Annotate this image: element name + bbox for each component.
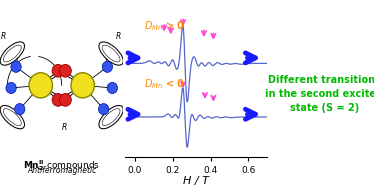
Text: $\bf{Mn^{II}_2}$ compounds: $\bf{Mn^{II}_2}$ compounds bbox=[23, 158, 100, 173]
Text: R: R bbox=[116, 32, 121, 41]
Circle shape bbox=[15, 104, 25, 115]
Text: Different transitions
in the second excited
state (S = 2): Different transitions in the second exci… bbox=[266, 74, 374, 113]
Text: R: R bbox=[62, 123, 67, 132]
Text: $D_{Mn}$ > 0: $D_{Mn}$ > 0 bbox=[144, 19, 186, 33]
X-axis label: H / T: H / T bbox=[183, 176, 209, 186]
Circle shape bbox=[59, 64, 71, 77]
Circle shape bbox=[59, 94, 71, 106]
Circle shape bbox=[11, 61, 21, 72]
Circle shape bbox=[6, 82, 16, 94]
Circle shape bbox=[52, 94, 64, 106]
Circle shape bbox=[29, 73, 52, 98]
Circle shape bbox=[102, 61, 113, 72]
Circle shape bbox=[107, 82, 117, 94]
Circle shape bbox=[71, 73, 94, 98]
Text: $D_{Mn}$ < 0: $D_{Mn}$ < 0 bbox=[144, 77, 186, 91]
Circle shape bbox=[98, 104, 109, 115]
Text: Antiferromagnetic: Antiferromagnetic bbox=[27, 166, 96, 175]
Circle shape bbox=[52, 64, 64, 77]
Text: R: R bbox=[1, 32, 6, 41]
